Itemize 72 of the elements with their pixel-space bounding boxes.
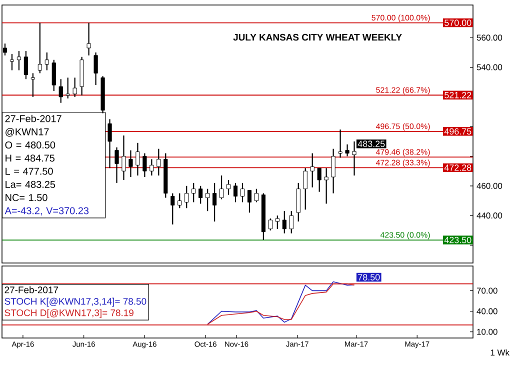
annotation: 496.75: [444, 128, 472, 135]
y-tick-label: 440.00: [476, 212, 502, 219]
candlestick: [136, 142, 140, 176]
annotation: O = 480.50: [5, 141, 56, 148]
candlestick: [198, 185, 203, 204]
candlestick: [275, 215, 280, 230]
annotation: A=-43.2, V=370.23: [4, 207, 89, 216]
candlestick: [212, 182, 217, 222]
candlestick: [226, 179, 231, 196]
annotation: 521.22: [444, 92, 472, 98]
annotation: H = 484.75: [6, 154, 54, 162]
candlestick: [156, 148, 161, 176]
candlestick: [184, 185, 189, 209]
y-tick-label: 40.00: [476, 308, 498, 314]
candlestick: [282, 210, 286, 234]
candlestick: [66, 77, 70, 99]
candlestick: [192, 182, 196, 203]
candlestick: [268, 218, 272, 231]
candlestick: [296, 182, 300, 222]
candlestick: [247, 190, 252, 214]
candlestick: [94, 52, 98, 86]
candlestick: [303, 168, 308, 210]
annotation: NC= 1.50: [6, 194, 48, 202]
annotation: 27-Feb-2017: [5, 114, 62, 122]
candlestick: [142, 152, 147, 178]
candlestick: [38, 22, 42, 74]
candlestick: [30, 72, 35, 98]
candlestick: [170, 192, 175, 225]
candlestick: [345, 144, 350, 157]
candlestick: [24, 50, 28, 80]
candlestick: [310, 152, 314, 188]
candlestick: [44, 52, 49, 71]
y-tick-label: 560.00: [476, 34, 502, 41]
annotation: 472.28: [444, 164, 472, 171]
candlestick: [52, 59, 56, 92]
annotation: L = 477.50: [6, 168, 53, 175]
candlestick: [10, 53, 14, 71]
candlestick: [317, 168, 322, 192]
candlestick: [206, 188, 210, 212]
text: JULY KANSAS CITY WHEAT WEEKLY: [233, 34, 402, 41]
annotation: @KWN17: [6, 128, 49, 137]
candlestick: [219, 174, 224, 200]
y-tick-label: 460.00: [476, 182, 502, 189]
y-tick-label: 540.00: [476, 64, 502, 70]
annotation: 78.50: [358, 274, 380, 280]
text: STOCH D[@KWN17,3]= 78.19: [4, 309, 134, 318]
candlestick: [324, 168, 328, 204]
candlestick: [128, 150, 133, 178]
candlestick: [122, 134, 126, 181]
annotation: 570.00: [444, 20, 472, 26]
candlestick: [150, 158, 154, 176]
candlestick: [331, 148, 336, 194]
text: 1 Wk: [490, 349, 510, 356]
candlestick: [289, 210, 294, 234]
candlestick: [108, 118, 112, 169]
annotation: 27-Feb-2017: [4, 286, 58, 294]
candlestick: [16, 50, 22, 71]
candlestick: [240, 182, 245, 203]
annotation: 483.25: [358, 140, 385, 148]
candlestick: [338, 128, 342, 158]
candlestick: [178, 192, 182, 209]
candlestick: [114, 146, 119, 184]
candlestick: [86, 22, 91, 56]
candlestick: [72, 77, 77, 98]
text: STOCH K[@KWN17,3,14]= 78.50: [4, 298, 146, 307]
candlestick: [58, 78, 63, 104]
y-tick-label: 70.00: [476, 288, 498, 294]
y-tick-label: 10.00: [477, 328, 498, 335]
annotation: La= 483.25: [6, 180, 56, 188]
annotation: 423.50: [444, 236, 472, 244]
candlestick: [254, 188, 259, 203]
candlestick: [233, 182, 238, 203]
